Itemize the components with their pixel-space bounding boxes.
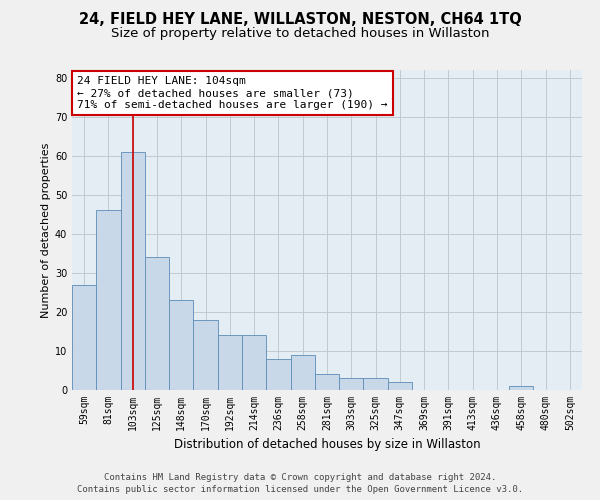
Text: Size of property relative to detached houses in Willaston: Size of property relative to detached ho… bbox=[111, 28, 489, 40]
Bar bbox=[169, 300, 193, 390]
Text: Contains HM Land Registry data © Crown copyright and database right 2024.: Contains HM Land Registry data © Crown c… bbox=[104, 472, 496, 482]
Bar bbox=[266, 359, 290, 390]
Bar bbox=[121, 152, 145, 390]
Bar bbox=[96, 210, 121, 390]
Bar bbox=[388, 382, 412, 390]
Bar bbox=[509, 386, 533, 390]
Text: 24, FIELD HEY LANE, WILLASTON, NESTON, CH64 1TQ: 24, FIELD HEY LANE, WILLASTON, NESTON, C… bbox=[79, 12, 521, 28]
Y-axis label: Number of detached properties: Number of detached properties bbox=[41, 142, 50, 318]
Bar bbox=[290, 355, 315, 390]
Text: 24 FIELD HEY LANE: 104sqm
← 27% of detached houses are smaller (73)
71% of semi-: 24 FIELD HEY LANE: 104sqm ← 27% of detac… bbox=[77, 76, 388, 110]
Bar bbox=[315, 374, 339, 390]
X-axis label: Distribution of detached houses by size in Willaston: Distribution of detached houses by size … bbox=[173, 438, 481, 452]
Bar bbox=[364, 378, 388, 390]
Bar bbox=[145, 258, 169, 390]
Bar bbox=[72, 284, 96, 390]
Bar bbox=[218, 336, 242, 390]
Text: Contains public sector information licensed under the Open Government Licence v3: Contains public sector information licen… bbox=[77, 485, 523, 494]
Bar bbox=[339, 378, 364, 390]
Bar bbox=[193, 320, 218, 390]
Bar bbox=[242, 336, 266, 390]
